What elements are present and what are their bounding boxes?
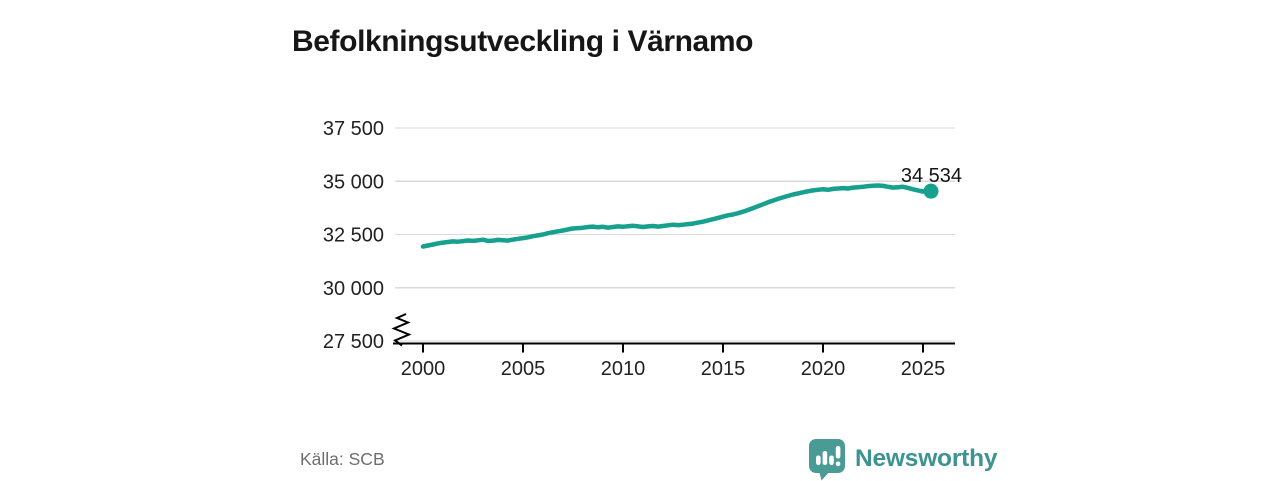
x-axis-tick-label: 2015 <box>701 358 746 380</box>
x-axis-tick-label: 2025 <box>901 358 946 380</box>
end-point-dot <box>923 183 939 199</box>
newsworthy-logo: Newsworthy <box>808 438 998 480</box>
x-axis-tick-label: 2005 <box>501 358 546 380</box>
newsworthy-icon <box>809 438 845 480</box>
end-value-label: 34 534 <box>901 165 962 187</box>
source-caption: Källa: SCB <box>300 449 385 469</box>
y-axis-tick-label: 37 500 <box>323 118 384 140</box>
y-axis-tick-label: 30 000 <box>323 278 384 300</box>
axis-break-icon <box>391 313 412 347</box>
page-title: Befolkningsutveckling i Värnamo <box>292 25 754 59</box>
x-axis-tick-label: 2000 <box>401 358 446 380</box>
population-line <box>420 183 934 249</box>
x-axis-tick-label: 2010 <box>601 358 646 380</box>
y-axis-tick-label: 32 500 <box>323 225 384 247</box>
x-axis-tick-label: 2020 <box>801 358 846 380</box>
y-axis-tick-label: 35 000 <box>323 171 384 193</box>
y-axis-tick-label: 27 500 <box>323 331 384 353</box>
newsworthy-wordmark: Newsworthy <box>855 445 998 472</box>
